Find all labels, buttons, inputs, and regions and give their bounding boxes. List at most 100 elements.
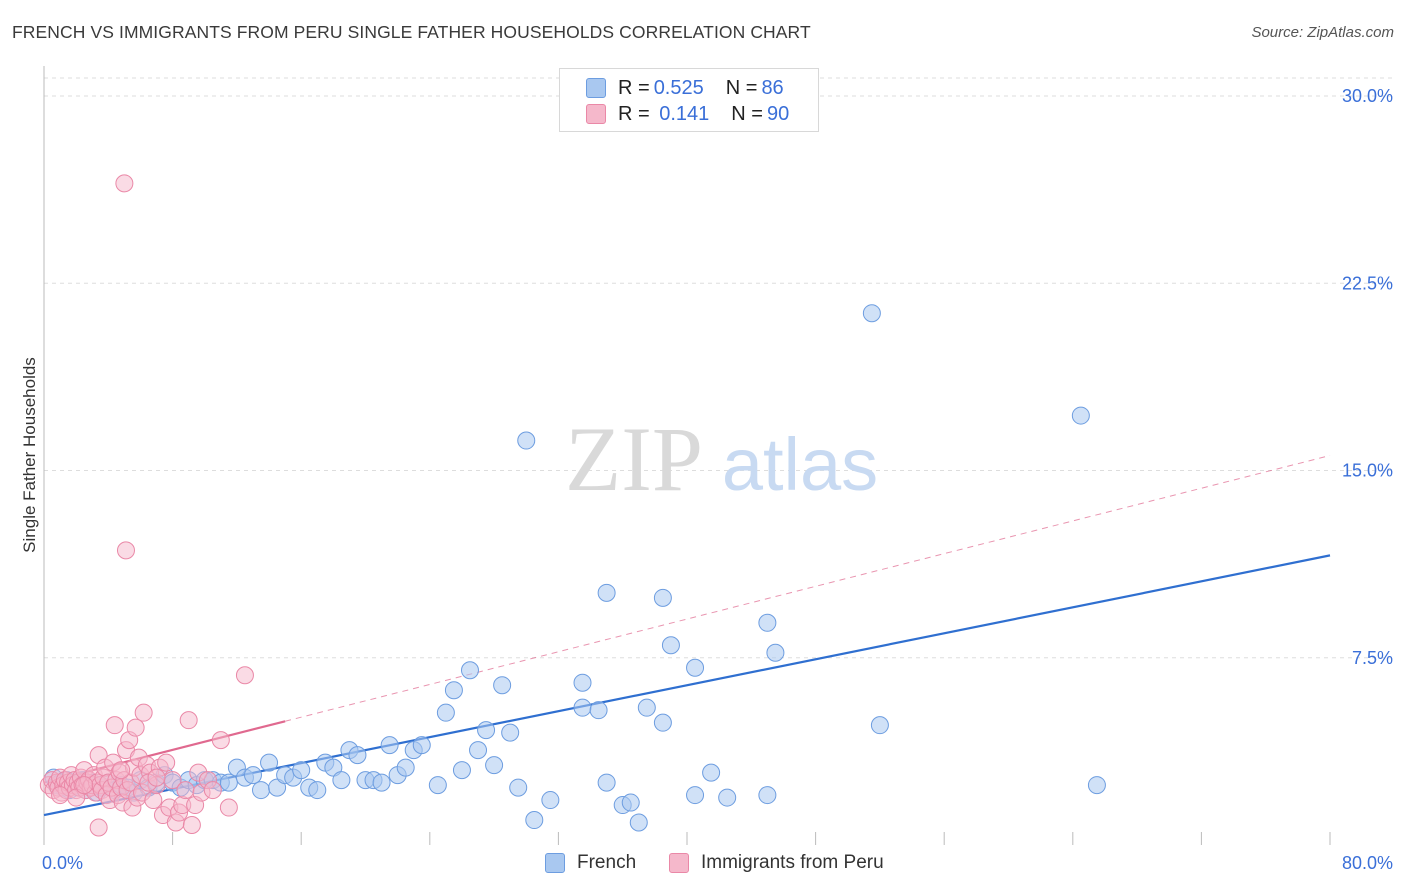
legend-r-label: R = <box>618 102 650 125</box>
tick-labels: 7.5% 15.0% 22.5% 30.0% 0.0% 80.0% <box>42 86 1393 873</box>
data-point-french <box>485 756 504 775</box>
data-point-french <box>348 746 367 765</box>
data-point-french <box>509 778 528 797</box>
y-tick-label-22-5: 22.5% <box>1342 273 1393 293</box>
data-point-peru <box>211 731 230 750</box>
data-point-french <box>661 636 680 655</box>
y-tick-label-7-5: 7.5% <box>1352 648 1393 668</box>
legend-n-label: N = <box>725 76 758 99</box>
axis-layer <box>43 66 1331 845</box>
data-point-french <box>477 721 496 740</box>
trend-line-peru-dashed <box>285 455 1331 722</box>
data-point-french <box>308 781 327 800</box>
data-point-peru <box>126 718 145 737</box>
legend-row-peru: R = 0.141 N = 90 <box>586 103 789 125</box>
data-point-french <box>252 781 271 800</box>
data-point-french <box>1087 776 1106 795</box>
x-tick-label-min: 0.0% <box>42 853 83 873</box>
data-point-french <box>412 736 431 755</box>
data-point-french <box>517 431 536 450</box>
data-point-french <box>428 776 447 795</box>
data-point-peru <box>157 753 176 772</box>
data-point-french <box>332 771 351 790</box>
data-point-french <box>469 741 488 760</box>
data-point-peru <box>115 174 134 193</box>
grid-layer <box>44 77 1394 659</box>
legend-r-value: 0.525 <box>653 76 704 99</box>
data-point-peru <box>203 781 222 800</box>
y-tick-label-30-0: 30.0% <box>1342 86 1393 106</box>
legend-n-value: 86 <box>761 76 784 99</box>
data-point-peru <box>116 541 135 560</box>
series-legend-french[interactable]: French <box>545 852 636 874</box>
data-point-french <box>573 698 592 717</box>
series-swatch-peru <box>669 853 689 873</box>
series-label-peru: Immigrants from Peru <box>701 852 884 873</box>
data-point-french <box>637 698 656 717</box>
data-point-peru <box>134 703 153 722</box>
chart-title: FRENCH VS IMMIGRANTS FROM PERU SINGLE FA… <box>12 22 811 42</box>
data-point-peru <box>89 818 108 837</box>
data-point-french <box>436 703 455 722</box>
data-point-french <box>766 643 785 662</box>
legend-n-label: N = <box>731 102 763 125</box>
data-point-french <box>597 583 616 602</box>
data-point-peru <box>112 761 131 780</box>
data-point-french <box>597 773 616 792</box>
source-label: Source: ZipAtlas.com <box>1251 24 1394 41</box>
data-point-french <box>1071 406 1090 425</box>
data-point-french <box>380 736 399 755</box>
watermark-zip: ZIP <box>565 408 703 510</box>
data-point-peru <box>182 816 201 835</box>
data-point-peru <box>235 666 254 685</box>
legend-r-label: R = <box>618 76 650 99</box>
series-legend: French Immigrants from Peru <box>0 852 1406 878</box>
legend-swatch-peru <box>586 104 606 124</box>
data-point-french <box>372 773 391 792</box>
series-label-french: French <box>577 852 637 873</box>
watermark: ZIP atlas <box>565 408 878 510</box>
stats-legend: R = 0.525 N = 86 R = 0.141 N = 90 <box>559 68 819 132</box>
data-point-french <box>686 786 705 805</box>
data-point-peru <box>219 798 238 817</box>
points-layer <box>39 174 1106 837</box>
legend-swatch-french <box>586 78 606 98</box>
data-point-french <box>758 786 777 805</box>
y-tick-label-15-0: 15.0% <box>1342 461 1393 481</box>
data-point-peru <box>144 791 163 810</box>
data-point-french <box>573 673 592 692</box>
x-tick-label-max: 80.0% <box>1342 853 1393 873</box>
data-point-french <box>292 761 311 780</box>
data-point-french <box>452 761 471 780</box>
data-point-peru <box>75 776 94 795</box>
data-point-french <box>621 793 640 812</box>
data-point-french <box>460 661 479 680</box>
data-point-peru <box>51 786 70 805</box>
data-point-peru <box>105 716 124 735</box>
data-point-french <box>653 588 672 607</box>
data-point-french <box>260 753 279 772</box>
data-point-peru <box>147 768 166 787</box>
data-point-peru <box>176 781 195 800</box>
data-point-french <box>219 773 238 792</box>
series-legend-peru[interactable]: Immigrants from Peru <box>669 852 884 874</box>
data-point-french <box>629 813 648 832</box>
data-point-french <box>541 791 560 810</box>
data-point-french <box>758 613 777 632</box>
legend-n-value: 90 <box>766 102 790 125</box>
data-point-french <box>501 723 520 742</box>
data-point-french <box>862 304 881 323</box>
legend-r-value: 0.141 <box>653 102 710 125</box>
data-point-french <box>653 713 672 732</box>
data-point-french <box>718 788 737 807</box>
data-point-french <box>444 681 463 700</box>
data-point-french <box>525 811 544 830</box>
watermark-atlas: atlas <box>722 423 878 506</box>
data-point-french <box>243 766 262 785</box>
series-swatch-french <box>545 853 565 873</box>
data-point-french <box>493 676 512 695</box>
data-point-french <box>686 658 705 677</box>
data-point-french <box>702 763 721 782</box>
data-point-french <box>589 701 608 720</box>
